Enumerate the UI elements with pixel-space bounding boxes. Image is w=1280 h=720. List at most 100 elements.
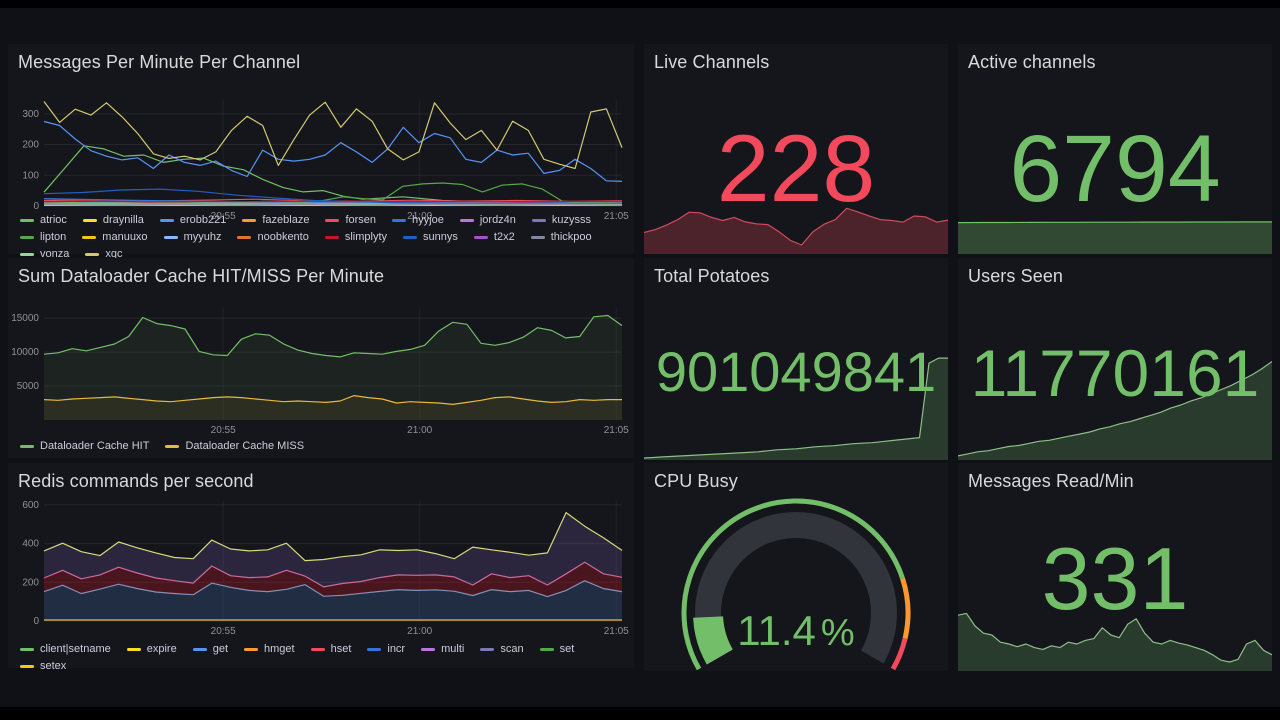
legend-item-thickpoo[interactable]: thickpoo — [530, 231, 592, 243]
panel-title-messages-read[interactable]: Messages Read/Min — [968, 471, 1134, 491]
legend-item-jordz4n[interactable]: jordz4n — [459, 214, 516, 226]
legend-color-dash — [473, 235, 488, 239]
legend-item-myyuhz[interactable]: myyuhz — [163, 231, 222, 243]
legend-color-dash — [403, 235, 418, 239]
legend-item-t2x2[interactable]: t2x2 — [473, 231, 515, 243]
series-fill-spark-users — [958, 361, 1272, 460]
series-line-xqc — [43, 101, 623, 170]
legend-label: setex — [40, 660, 67, 672]
y-axis-label: 10000 — [11, 347, 39, 358]
legend-label: fazeblaze — [262, 214, 310, 226]
legend-item-sunnys[interactable]: sunnys — [403, 231, 458, 243]
legend-color-dash — [82, 235, 97, 239]
legend-label: incr — [387, 643, 406, 655]
legend-item-setex[interactable]: setex — [20, 660, 66, 672]
legend-label: hset — [330, 643, 352, 655]
legend-item-hyyjoe[interactable]: hyyjoe — [392, 214, 444, 226]
legend-item-erobb221[interactable]: erobb221 — [159, 214, 227, 226]
y-axis-label: 100 — [22, 170, 39, 181]
dataloader-chart: 20:55 21:00 21:05 5000 10000 15000 — [10, 302, 630, 436]
legend-item-get[interactable]: get — [192, 643, 228, 655]
series-line-sunnys — [43, 188, 622, 205]
legend-item-dataloader-cache-miss[interactable]: Dataloader Cache MISS — [165, 440, 304, 452]
panel-title-live-channels[interactable]: Live Channels — [654, 52, 770, 72]
panel-title-total-potatoes[interactable]: Total Potatoes — [654, 266, 770, 286]
legend-item-forsen[interactable]: forsen — [325, 214, 376, 226]
panel-title-active-channels[interactable]: Active channels — [968, 52, 1096, 72]
panel-title-users-seen[interactable]: Users Seen — [968, 266, 1064, 286]
redis-svg: 20:55 21:00 21:05 0 200 400 600 — [22, 500, 629, 637]
series-line-Dataloader Cache MISS — [43, 394, 622, 406]
y-axis-label: 300 — [22, 109, 39, 120]
legend-item-client-setname[interactable]: client|setname — [20, 643, 111, 655]
legend-item-incr[interactable]: incr — [367, 643, 405, 655]
legend-item-atrioc[interactable]: atrioc — [20, 214, 67, 226]
legend-color-dash — [20, 218, 34, 222]
gauge-value-arc — [693, 615, 734, 665]
live-channels-value: 228 — [716, 116, 876, 222]
legend-color-dash — [82, 218, 97, 222]
legend-color-dash — [459, 218, 474, 222]
legend-label: xqc — [105, 248, 123, 260]
legend-item-hmget[interactable]: hmget — [244, 643, 295, 655]
series-line-spark-read — [958, 612, 1272, 663]
legend-color-dash — [392, 218, 407, 222]
legend-item-set[interactable]: set — [539, 643, 574, 655]
legend-label: client|setname — [40, 643, 111, 655]
x-axis-label: 21:00 — [407, 425, 432, 436]
panel-users-seen: Users Seen 11770161 — [958, 258, 1272, 460]
legend-item-dataloader-cache-hit[interactable]: Dataloader Cache HIT — [20, 440, 149, 452]
legend-item-lipton[interactable]: lipton — [20, 231, 66, 243]
legend-label: Dataloader Cache MISS — [185, 440, 305, 452]
gauge-threshold-#F2495C — [890, 637, 908, 671]
legend-color-dash — [20, 664, 34, 668]
panel-title-redis[interactable]: Redis commands per second — [18, 471, 254, 491]
legend-color-dash — [325, 218, 340, 222]
panel-redis: Redis commands per second 20:55 21:00 21:0… — [8, 463, 634, 672]
x-axis-label: 20:55 — [211, 425, 236, 436]
series-line-spark-potatoes — [644, 357, 948, 459]
users-seen-value: 11770161 — [970, 336, 1260, 410]
legend-item-vonza[interactable]: vonza — [20, 248, 69, 260]
legend-item-draynilla[interactable]: draynilla — [82, 214, 144, 226]
x-axis-label: 21:05 — [604, 425, 629, 436]
legend-color-dash — [421, 647, 436, 651]
messages-legend: atrioc draynilla erobb221 fazeblaze forsen hy… — [20, 214, 626, 260]
legend-color-dash — [85, 252, 100, 256]
legend-color-dash — [20, 444, 34, 448]
legend-item-slimplyty[interactable]: slimplyty — [324, 231, 387, 243]
messages-chart: 20:55 21:00 21:05 0 100 200 300 — [10, 94, 630, 222]
legend-label: myyuhz — [183, 231, 222, 243]
legend-item-fazeblaze[interactable]: fazeblaze — [242, 214, 309, 226]
series-line-spark-live — [644, 207, 948, 246]
series-line-hset — [43, 561, 623, 588]
legend-label: draynilla — [102, 214, 144, 226]
series-line-atrioc — [43, 145, 623, 204]
legend-item-noobkento[interactable]: noobkento — [237, 231, 309, 243]
legend-label: hmget — [264, 643, 295, 655]
series-fill-setex — [44, 512, 622, 587]
legend-item-multi[interactable]: multi — [421, 643, 464, 655]
active-channels-sparkline — [958, 220, 1272, 254]
panel-title-dataloader[interactable]: Sum Dataloader Cache HIT/MISS Per Minute — [18, 266, 385, 286]
x-axis-label: 21:05 — [604, 626, 629, 637]
panel-active-channels: Active channels 6794 — [958, 44, 1272, 254]
panel-title-messages[interactable]: Messages Per Minute Per Channel — [18, 52, 301, 72]
legend-item-expire[interactable]: expire — [126, 643, 177, 655]
spark-potatoes-svg — [644, 357, 948, 460]
legend-color-dash — [20, 647, 34, 651]
legend-label: sunnys — [423, 231, 458, 243]
legend-color-dash — [530, 235, 545, 239]
series-line-lipton — [43, 182, 623, 204]
legend-label: erobb221 — [179, 214, 227, 226]
panel-live-channels: Live Channels 228 — [644, 44, 948, 254]
panel-title-cpu-busy[interactable]: CPU Busy — [654, 471, 738, 491]
legend-item-xqc[interactable]: xqc — [85, 248, 122, 260]
legend-item-manuuxo[interactable]: manuuxo — [82, 231, 148, 243]
y-axis-label: 0 — [33, 201, 39, 212]
y-axis-label: 200 — [22, 577, 39, 588]
spark-read-svg — [958, 612, 1272, 671]
legend-item-scan[interactable]: scan — [480, 643, 524, 655]
legend-item-hset[interactable]: hset — [310, 643, 352, 655]
legend-item-kuzysss[interactable]: kuzysss — [531, 214, 591, 226]
